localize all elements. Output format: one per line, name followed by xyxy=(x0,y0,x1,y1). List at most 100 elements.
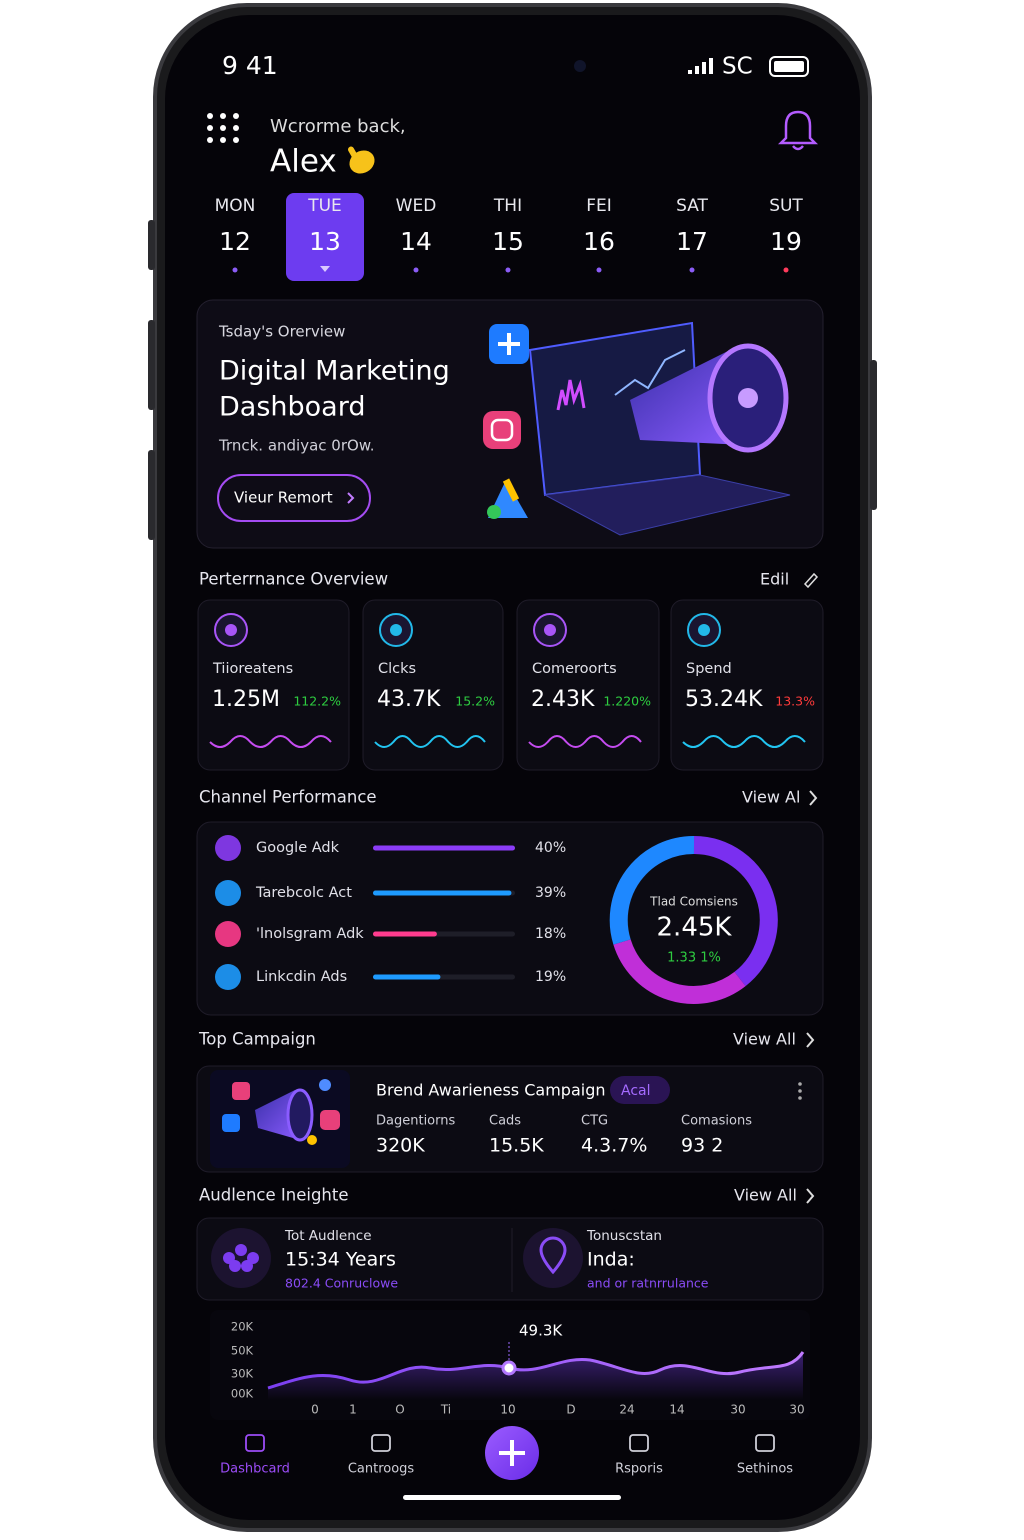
menu-dot xyxy=(220,137,226,143)
day-date: 13 xyxy=(309,227,341,256)
campaign-badge xyxy=(610,1076,670,1104)
metric-value: 2.43K xyxy=(531,687,595,712)
edit-icon xyxy=(803,572,819,589)
x-axis-label: 0 xyxy=(311,1403,319,1417)
channel-name: Tarebcolc Act xyxy=(255,885,352,901)
location-icon xyxy=(539,1236,567,1275)
user-name: Alex xyxy=(270,144,337,180)
y-axis-label: 30K xyxy=(231,1367,254,1381)
day-label: WED xyxy=(396,196,437,216)
overview-title: Dashboard xyxy=(219,392,365,423)
menu-dot xyxy=(207,125,213,131)
stat-label: Comasions xyxy=(681,1114,752,1129)
section-title: Channel Performance xyxy=(199,788,377,807)
section-title: Top Campaign xyxy=(198,1030,316,1049)
section-action[interactable]: View All xyxy=(734,1186,797,1205)
location-icon-bg xyxy=(523,1228,583,1288)
sparkline xyxy=(374,735,486,748)
campaign-badge-label: Acal xyxy=(621,1083,651,1099)
trend-area xyxy=(268,1352,803,1400)
view-report-button[interactable] xyxy=(217,474,371,522)
greeting: Wcrorme back, xyxy=(270,116,406,137)
day-date: 15 xyxy=(492,227,524,256)
day-label: TUE xyxy=(307,196,342,216)
metric-label: Spend xyxy=(686,661,732,677)
nav-icon[interactable] xyxy=(371,1434,391,1452)
home-indicator xyxy=(403,1495,621,1500)
x-axis-label: 14 xyxy=(669,1403,684,1417)
day-dot xyxy=(505,267,511,273)
menu-dot xyxy=(233,125,239,131)
menu-dot xyxy=(233,113,239,119)
menu-dot xyxy=(207,137,213,143)
audience-note: and or ratnrrulance xyxy=(587,1276,709,1291)
channel-icon xyxy=(215,964,241,990)
nav-icon[interactable] xyxy=(629,1434,649,1452)
metric-value: 53.24K xyxy=(685,687,763,712)
nav-label[interactable]: Rsporis xyxy=(615,1462,663,1477)
day-date: 19 xyxy=(770,227,802,256)
y-axis-label: 20K xyxy=(231,1320,254,1334)
more-icon[interactable] xyxy=(798,1082,802,1100)
stat-label: CTG xyxy=(581,1114,608,1129)
plus-icon xyxy=(499,1440,525,1466)
audience-label: Tonuscstan xyxy=(586,1228,662,1244)
stat-value: 320K xyxy=(376,1135,425,1157)
battery-icon xyxy=(769,56,809,77)
metric-icon-dot xyxy=(698,624,710,636)
metric-change: 112.2% xyxy=(293,694,341,709)
chevron xyxy=(806,1188,815,1204)
nav-icon[interactable] xyxy=(755,1434,775,1452)
nav-label[interactable]: Cantroogs xyxy=(348,1462,415,1477)
sparkline xyxy=(209,735,332,748)
peak-label: 49.3K xyxy=(519,1322,563,1340)
channel-value: 39% xyxy=(535,885,566,901)
section-action[interactable]: Edil xyxy=(760,570,789,589)
nav-label[interactable]: Dashbcard xyxy=(220,1462,290,1477)
x-axis-label: 30 xyxy=(730,1403,745,1417)
selected-day[interactable] xyxy=(286,193,364,281)
y-axis-label: 00K xyxy=(231,1387,254,1401)
donut-change: 1.33 1% xyxy=(667,951,721,966)
x-axis-label: 30 xyxy=(789,1403,804,1417)
overview-label: Tsday's Orerview xyxy=(218,323,345,341)
nav-icon[interactable] xyxy=(245,1434,265,1452)
x-axis-label: O xyxy=(395,1403,404,1417)
metric-icon-dot xyxy=(225,624,237,636)
notification-bell[interactable] xyxy=(777,110,819,151)
day-date: 16 xyxy=(583,227,615,256)
section-action[interactable]: View Al xyxy=(742,788,800,807)
section-action[interactable]: View All xyxy=(733,1030,796,1049)
signal-icon xyxy=(688,58,713,74)
channel-value: 19% xyxy=(535,969,566,985)
x-axis-label: 10 xyxy=(500,1403,515,1417)
nav-label[interactable]: Sethinos xyxy=(737,1462,793,1477)
day-label: FEI xyxy=(586,196,612,216)
audience-card xyxy=(196,1217,824,1301)
channel-icon xyxy=(215,835,241,861)
metric-value: 43.7K xyxy=(377,687,441,712)
day-label: SUT xyxy=(769,196,803,216)
menu-dot xyxy=(220,125,226,131)
people-icon xyxy=(223,1244,259,1272)
illustration xyxy=(483,321,791,536)
camera xyxy=(574,60,586,72)
campaign-name: Brend Awarieness Campaign xyxy=(376,1081,606,1100)
day-date: 12 xyxy=(219,227,251,256)
campaign-image xyxy=(210,1070,350,1168)
view-report-label: Vieur Remort xyxy=(234,489,333,507)
metric-label: Tiioreatens xyxy=(212,661,293,677)
day-date: 17 xyxy=(676,227,708,256)
menu-icon[interactable] xyxy=(207,113,239,143)
x-axis-label: Ti xyxy=(440,1403,451,1417)
x-axis-label: 1 xyxy=(349,1403,357,1417)
channel-icon xyxy=(215,921,241,947)
donut-value: 2.45K xyxy=(657,913,733,943)
donut-label: Tlad Comsiens xyxy=(649,895,738,909)
menu-dot xyxy=(220,113,226,119)
day-dot xyxy=(689,267,695,273)
day-date: 14 xyxy=(400,227,432,256)
selected-caret xyxy=(320,266,330,272)
channel-bar xyxy=(373,974,441,980)
